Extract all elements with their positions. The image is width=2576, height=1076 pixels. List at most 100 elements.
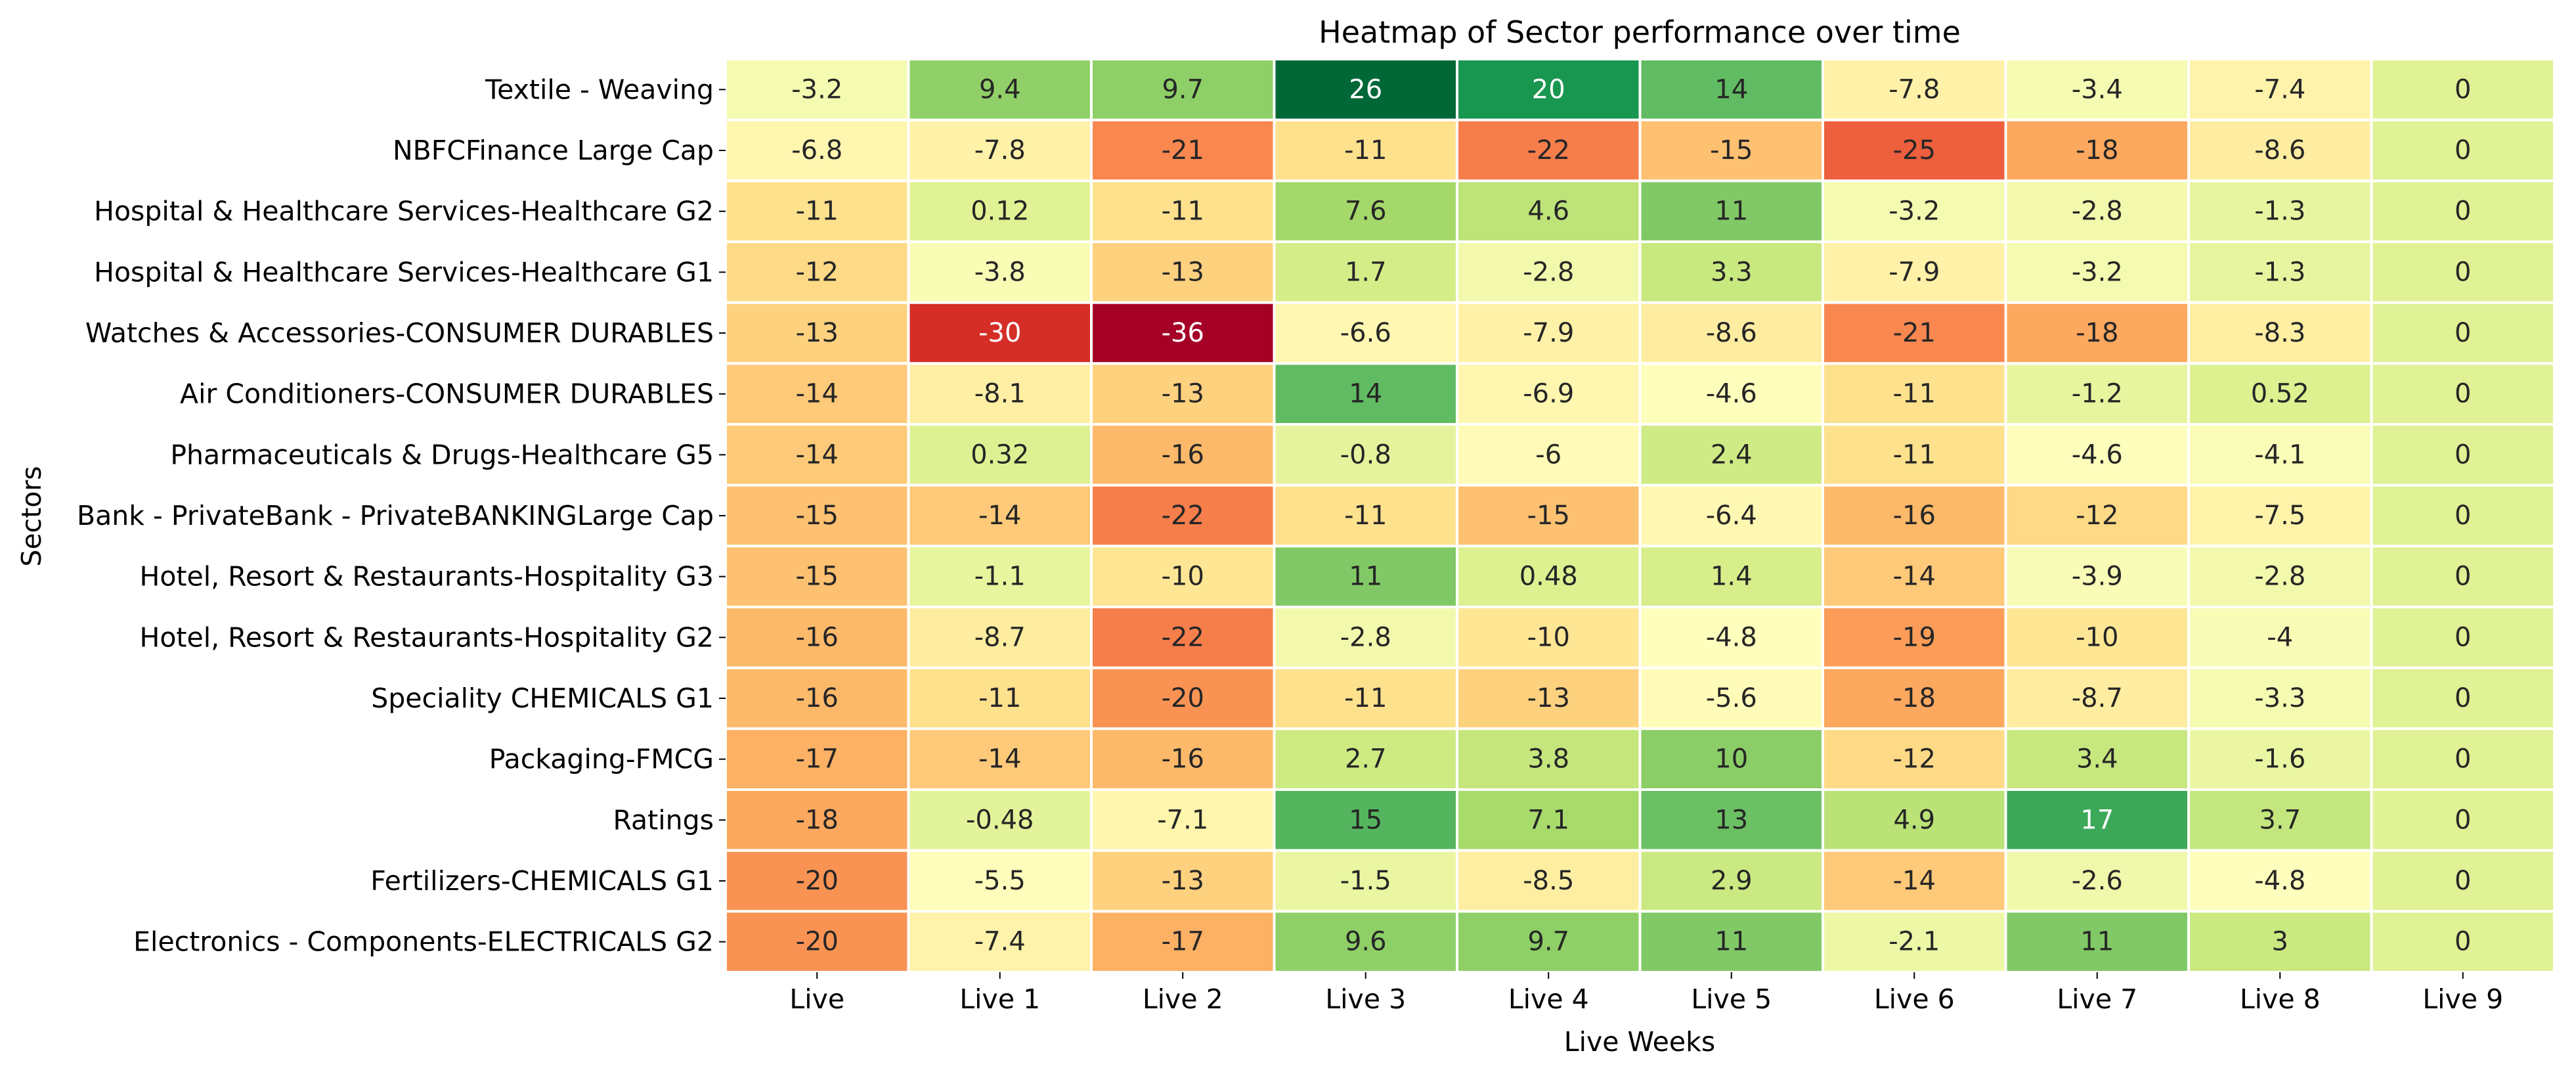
cell-value-label: -10 <box>1527 622 1570 652</box>
cell-value-label: -3.2 <box>791 74 842 104</box>
cell-value-label: -18 <box>2076 318 2118 348</box>
cell-value-label: -8.7 <box>2072 683 2123 713</box>
x-tick-label: Live <box>789 983 844 1015</box>
heatmap-cell <box>1456 483 1642 548</box>
cell-value-label: -7.4 <box>974 927 1026 957</box>
x-tick-label: Live 1 <box>959 983 1040 1015</box>
heatmap-cell <box>2004 910 2190 974</box>
cell-value-label: -14 <box>1893 866 1936 896</box>
cell-value-label: -1.3 <box>2254 257 2305 287</box>
cell-value-label: 0 <box>2455 501 2471 531</box>
cell-value-label: -2.6 <box>2072 866 2123 896</box>
heatmap-cell <box>907 545 1093 608</box>
heatmap-cell <box>2370 727 2556 792</box>
cell-value-label: -2.8 <box>2072 196 2123 227</box>
heatmap-cell <box>2187 788 2373 852</box>
cell-value-label: -16 <box>1893 501 1936 531</box>
y-tick-label: NBFCFinance Large Cap <box>393 135 714 166</box>
heatmap-cell <box>2370 423 2556 487</box>
cell-value-label: 3.8 <box>1527 744 1569 774</box>
heatmap-cell <box>1273 362 1458 426</box>
cell-value-label: 26 <box>1349 74 1382 104</box>
cell-value-label: -3.9 <box>2072 562 2123 592</box>
y-axis-label: Sectors <box>16 466 47 566</box>
cell-value-label: -18 <box>1893 683 1936 713</box>
cell-value-label: 11 <box>1349 562 1382 592</box>
heatmap-cell <box>2187 179 2373 244</box>
heatmap-cell <box>1273 423 1458 487</box>
heatmap-cell <box>1456 666 1642 730</box>
cell-value-label: -36 <box>1162 318 1204 348</box>
y-tick-labels: Textile - Weaving NBFCFinance Large Cap Ho… <box>77 74 726 958</box>
heatmap-cell <box>1638 423 1824 487</box>
cell-value-label: -7.8 <box>974 135 1026 166</box>
cell-value-label: -14 <box>796 379 839 409</box>
heatmap-cell <box>1273 545 1458 608</box>
heatmap-cell <box>907 58 1093 122</box>
cell-value-label: 4.9 <box>1893 805 1935 835</box>
cell-value-label: 0.48 <box>1519 562 1578 592</box>
heatmap-cell <box>907 727 1093 792</box>
heatmap-cell <box>1638 606 1824 669</box>
cell-value-label: -4.8 <box>2254 866 2305 896</box>
cell-value-label: 0.32 <box>971 439 1029 470</box>
cell-value-label: -11 <box>1344 135 1387 166</box>
cell-value-label: -6 <box>1535 439 1561 470</box>
cell-value-label: 0 <box>2455 196 2471 227</box>
heatmap-cell <box>2187 910 2373 974</box>
cell-value-label: -7.8 <box>1888 74 1940 104</box>
cell-value-label: -2.1 <box>1888 927 1940 957</box>
cell-value-label: -12 <box>2076 501 2118 531</box>
cell-value-label: 9.7 <box>1527 927 1569 957</box>
heatmap-cell <box>2187 362 2373 426</box>
cell-value-label: 0 <box>2455 379 2471 409</box>
cell-value-label: -3.4 <box>2072 74 2123 104</box>
heatmap-cell <box>2370 179 2556 244</box>
heatmap-cell <box>1822 910 2007 974</box>
cell-value-label: -6.6 <box>1340 318 1391 348</box>
cell-value-label: 20 <box>1532 74 1565 104</box>
cell-value-label: -25 <box>1893 135 1936 166</box>
cell-value-label: -1.6 <box>2254 744 2305 774</box>
cell-value-label: -2.8 <box>1340 622 1391 652</box>
cell-value-label: 3 <box>2272 927 2288 957</box>
y-tick-label: Watches & Accessories-CONSUMER DURABLES <box>85 317 714 349</box>
heatmap-cell <box>2187 118 2373 183</box>
heatmap-cell <box>1822 483 2007 548</box>
cell-value-label: 4.6 <box>1527 196 1569 227</box>
cell-value-label: -19 <box>1893 622 1936 652</box>
cell-value-label: -2.8 <box>1523 257 1574 287</box>
x-tick-labels: Live Live 1 Live 2 Live 3 Live 4 Live 5 Live 6… <box>789 972 2503 1015</box>
heatmap-cell <box>1090 788 1276 852</box>
heatmap-cell <box>907 483 1093 548</box>
heatmap-cell <box>724 788 910 852</box>
heatmap-cell <box>1273 118 1458 183</box>
cell-value-label: -14 <box>978 744 1021 774</box>
heatmap-cell <box>2370 483 2556 548</box>
cell-value-label: 0 <box>2455 683 2471 713</box>
heatmap-cell <box>1638 362 1824 426</box>
heatmap-cell <box>724 849 910 913</box>
cell-value-label: -4.1 <box>2254 439 2305 470</box>
y-tick-label: Textile - Weaving <box>485 74 714 105</box>
y-tick-label: Electronics - Components-ELECTRICALS G2 <box>133 926 714 958</box>
cell-value-label: 7.6 <box>1345 196 1387 227</box>
cell-value-label: 0 <box>2455 744 2471 774</box>
heatmap-cell <box>2370 666 2556 730</box>
heatmap-cell <box>2004 606 2190 669</box>
cell-value-label: -11 <box>1344 683 1387 713</box>
y-tick-label: Pharmaceuticals & Drugs-Healthcare G5 <box>170 439 714 470</box>
heatmap-cell <box>2004 179 2190 244</box>
cell-value-label: 17 <box>2080 805 2114 835</box>
heatmap-cell <box>1822 423 2007 487</box>
cell-value-label: -22 <box>1527 135 1570 166</box>
cell-value-label: -1.3 <box>2254 196 2305 227</box>
heatmap-cell <box>907 301 1093 365</box>
heatmap-cell <box>2187 483 2373 548</box>
x-tick-label: Live 4 <box>1508 983 1589 1015</box>
heatmap-cell <box>2370 118 2556 183</box>
heatmap-cell <box>1456 545 1642 608</box>
cell-value-label: -17 <box>1162 927 1204 957</box>
cell-value-label: -4.8 <box>1706 622 1757 652</box>
cell-value-label: -15 <box>1527 501 1570 531</box>
